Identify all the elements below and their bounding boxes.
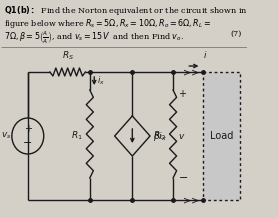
Text: +: + [178,89,186,99]
Text: +: + [24,124,32,134]
Text: −: − [178,173,188,183]
Text: $\mathbf{Q1(b):}$  Find the Norton equivalent or the circuit shown in: $\mathbf{Q1(b):}$ Find the Norton equiva… [4,4,247,17]
Text: >>: >> [183,67,199,77]
Text: (7): (7) [230,30,241,38]
Text: $\beta i_x$: $\beta i_x$ [153,129,167,143]
Text: $v$: $v$ [178,131,186,140]
Text: −: − [23,138,33,148]
Text: $i_x$: $i_x$ [97,75,105,87]
Text: $i$: $i$ [203,49,207,60]
Text: >>: >> [183,195,199,205]
Text: $R_O$: $R_O$ [153,130,166,142]
Text: Load: Load [210,131,234,141]
Text: $R_1$: $R_1$ [71,130,83,142]
Text: figure below where $R_s = 5\Omega, R_x = 10\Omega, R_o = 6\Omega, R_L =$: figure below where $R_s = 5\Omega, R_x =… [4,17,211,30]
Text: $v_s$: $v_s$ [1,131,12,141]
Text: $7\Omega, \beta = 5\left(\frac{A}{A}\right)$, and $v_s = 15V$  and then Find $v_: $7\Omega, \beta = 5\left(\frac{A}{A}\rig… [4,30,184,46]
Text: $R_S$: $R_S$ [62,49,74,62]
Bar [203,72,240,200]
